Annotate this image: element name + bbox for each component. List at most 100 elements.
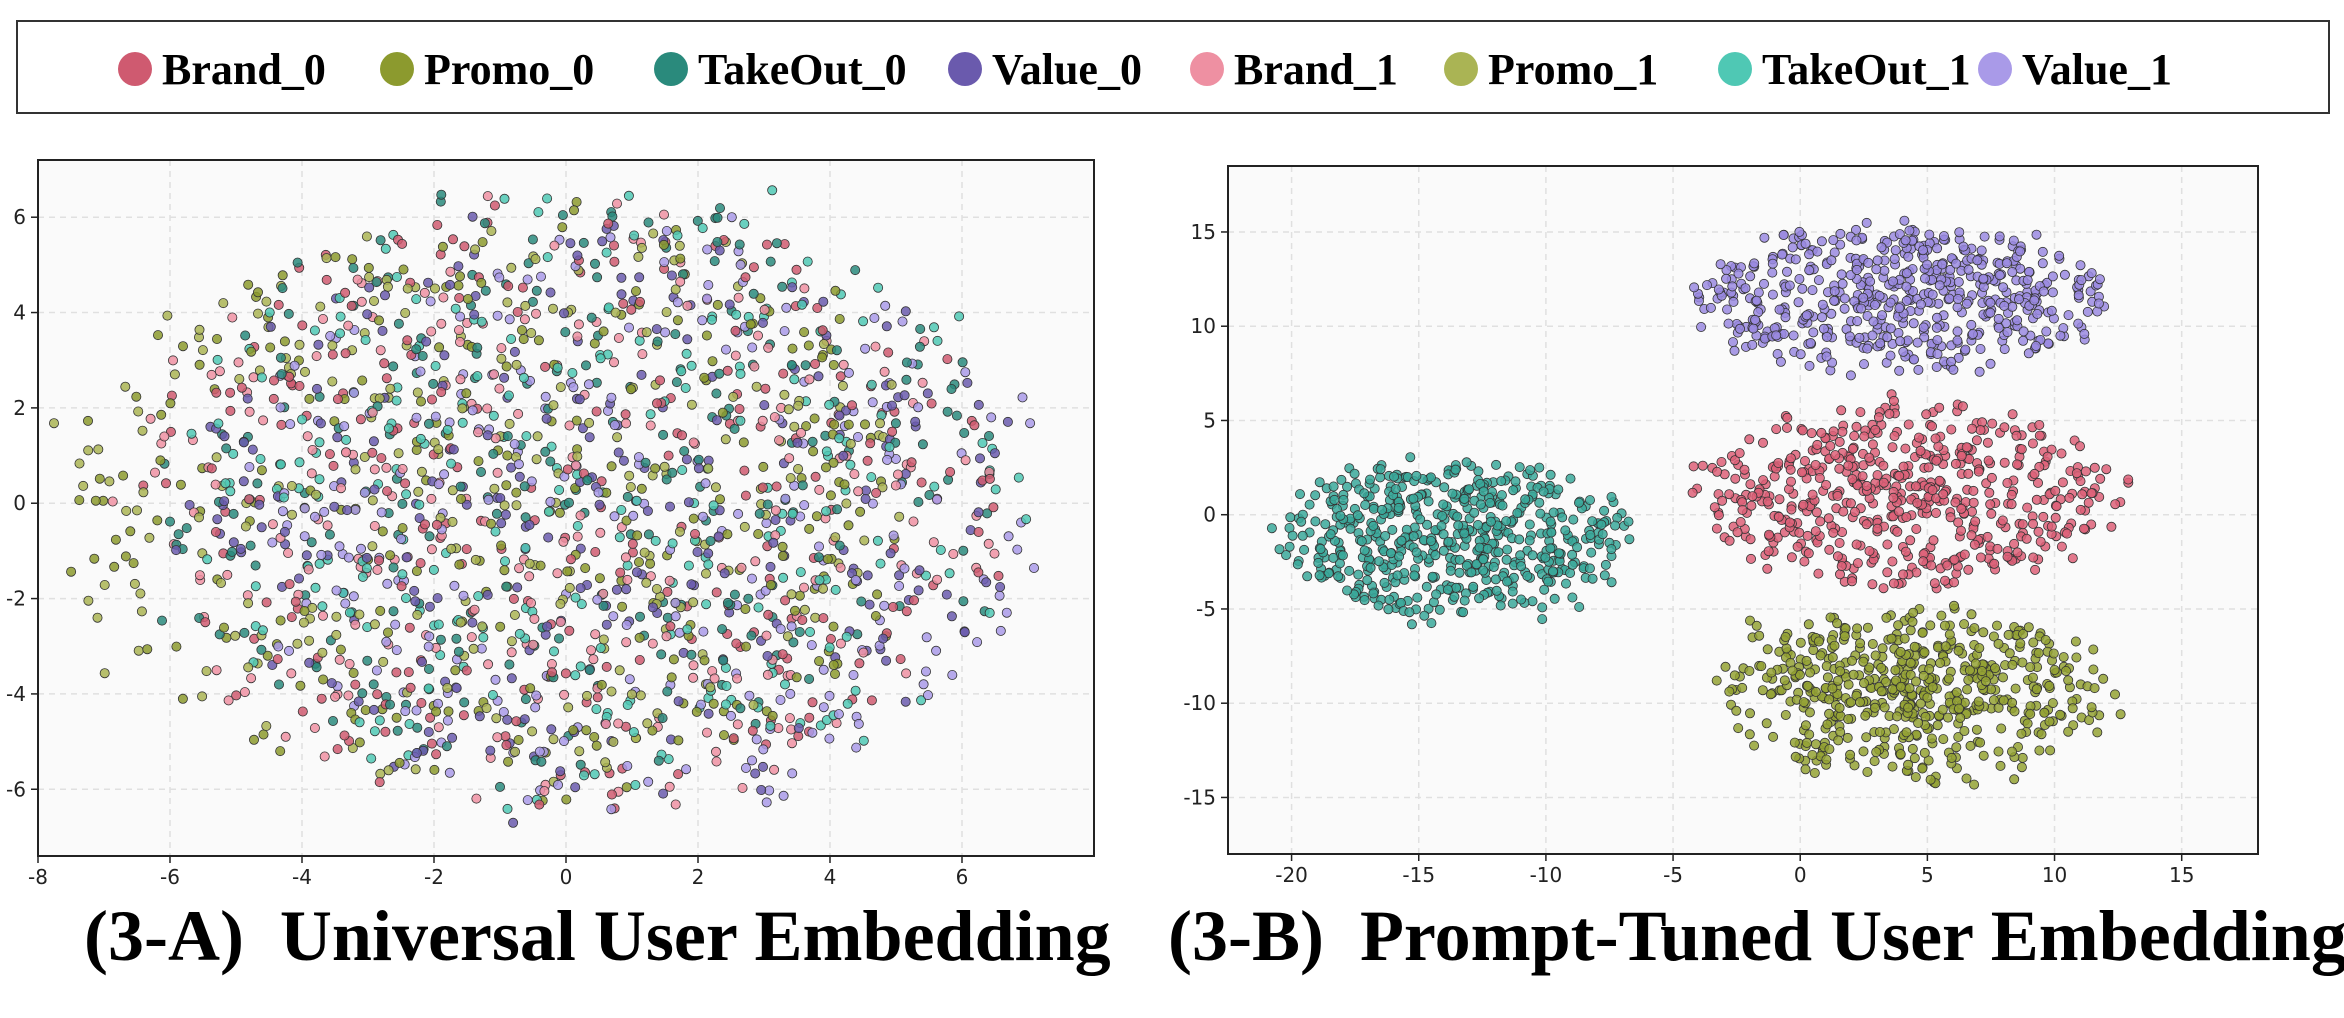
point-value-0	[575, 583, 586, 594]
point-takeout-0	[536, 756, 547, 767]
point-value	[1901, 268, 1912, 279]
point-brand-0	[564, 625, 575, 636]
point-value-0	[636, 369, 647, 380]
point-promo-0	[443, 706, 454, 717]
point-promo-1	[481, 703, 492, 714]
point-takeout-0	[221, 443, 232, 454]
point-value-1	[492, 310, 503, 321]
point-takeout	[1514, 462, 1525, 473]
point-brand-0	[973, 527, 984, 538]
point-takeout	[1600, 559, 1611, 570]
point-value	[1978, 281, 1989, 292]
point-brand-0	[324, 449, 335, 460]
point-promo	[1887, 761, 1898, 772]
point-promo-1	[477, 621, 488, 632]
point-takeout	[1437, 510, 1448, 521]
point-value-0	[368, 436, 379, 447]
point-promo-0	[822, 554, 833, 565]
point-brand-1	[590, 629, 601, 640]
point-takeout-0	[488, 448, 499, 459]
legend-item-brand-0: Brand_0	[118, 22, 326, 116]
point-takeout-1	[873, 282, 884, 293]
point-brand	[1882, 539, 1893, 550]
point-promo	[1849, 760, 1860, 771]
point-takeout	[1333, 571, 1344, 582]
point-takeout-0	[276, 369, 287, 380]
point-takeout-0	[424, 531, 435, 542]
point-brand	[2064, 492, 2075, 503]
point-takeout	[1453, 520, 1464, 531]
point-brand-1	[709, 673, 720, 684]
point-takeout-0	[658, 429, 669, 440]
point-value-0	[881, 655, 892, 666]
point-value	[1821, 351, 1832, 362]
point-value-0	[228, 537, 239, 548]
point-takeout-1	[814, 575, 825, 586]
point-promo	[2070, 636, 2081, 647]
point-brand-0	[200, 617, 211, 628]
point-brand	[1758, 475, 1769, 486]
point-takeout	[1514, 534, 1525, 545]
point-brand	[1894, 506, 1905, 517]
point-brand-0	[662, 586, 673, 597]
point-takeout-1	[314, 558, 325, 569]
point-promo	[1932, 720, 1943, 731]
point-value	[2093, 298, 2104, 309]
point-value	[1800, 238, 1811, 249]
point-promo-0	[814, 656, 825, 667]
point-value-1	[513, 459, 524, 470]
point-brand-1	[595, 527, 606, 538]
point-takeout-0	[502, 431, 513, 442]
point-value-0	[409, 585, 420, 596]
point-takeout-0	[393, 318, 404, 329]
point-brand	[1730, 455, 1741, 466]
point-brand-0	[426, 394, 437, 405]
point-value	[1775, 356, 1786, 367]
point-promo-0	[330, 252, 341, 263]
point-value-1	[778, 790, 789, 801]
point-takeout-0	[545, 456, 556, 467]
point-value-0	[401, 552, 412, 563]
point-value-1	[244, 461, 255, 472]
point-takeout-1	[780, 679, 791, 690]
point-brand	[2035, 536, 2046, 547]
point-takeout-0	[712, 236, 723, 247]
point-value-1	[824, 733, 835, 744]
point-promo	[1757, 685, 1768, 696]
point-brand-0	[739, 465, 750, 476]
point-takeout-0	[411, 344, 422, 355]
point-value-0	[423, 727, 434, 738]
point-brand-0	[160, 478, 171, 489]
point-takeout-1	[753, 602, 764, 613]
point-takeout-0	[959, 427, 970, 438]
point-promo-1	[779, 389, 790, 400]
point-takeout	[1459, 493, 1470, 504]
point-brand-0	[419, 519, 430, 530]
point-takeout	[1459, 595, 1470, 606]
point-brand	[1814, 472, 1825, 483]
point-value	[1900, 235, 1911, 246]
point-value-0	[219, 496, 230, 507]
point-value-0	[509, 346, 520, 357]
point-brand-0	[225, 405, 236, 416]
point-brand-0	[590, 547, 601, 558]
point-promo	[1787, 665, 1798, 676]
point-value-1	[299, 531, 310, 542]
point-promo-0	[357, 375, 368, 386]
point-takeout	[1534, 462, 1545, 473]
point-takeout-0	[388, 606, 399, 617]
point-value	[2023, 348, 2034, 359]
point-promo	[1720, 661, 1731, 672]
point-promo-1	[641, 327, 652, 338]
point-promo	[1966, 609, 1977, 620]
point-value	[1961, 298, 1972, 309]
point-takeout	[1438, 529, 1449, 540]
point-promo	[2092, 727, 2103, 738]
point-takeout-1	[628, 727, 639, 738]
point-promo-1	[509, 746, 520, 757]
legend-label: Promo_1	[1488, 44, 1659, 94]
point-value-1	[350, 504, 361, 515]
point-value-0	[792, 437, 803, 448]
point-promo-1	[131, 505, 142, 516]
point-value	[1751, 295, 1762, 306]
